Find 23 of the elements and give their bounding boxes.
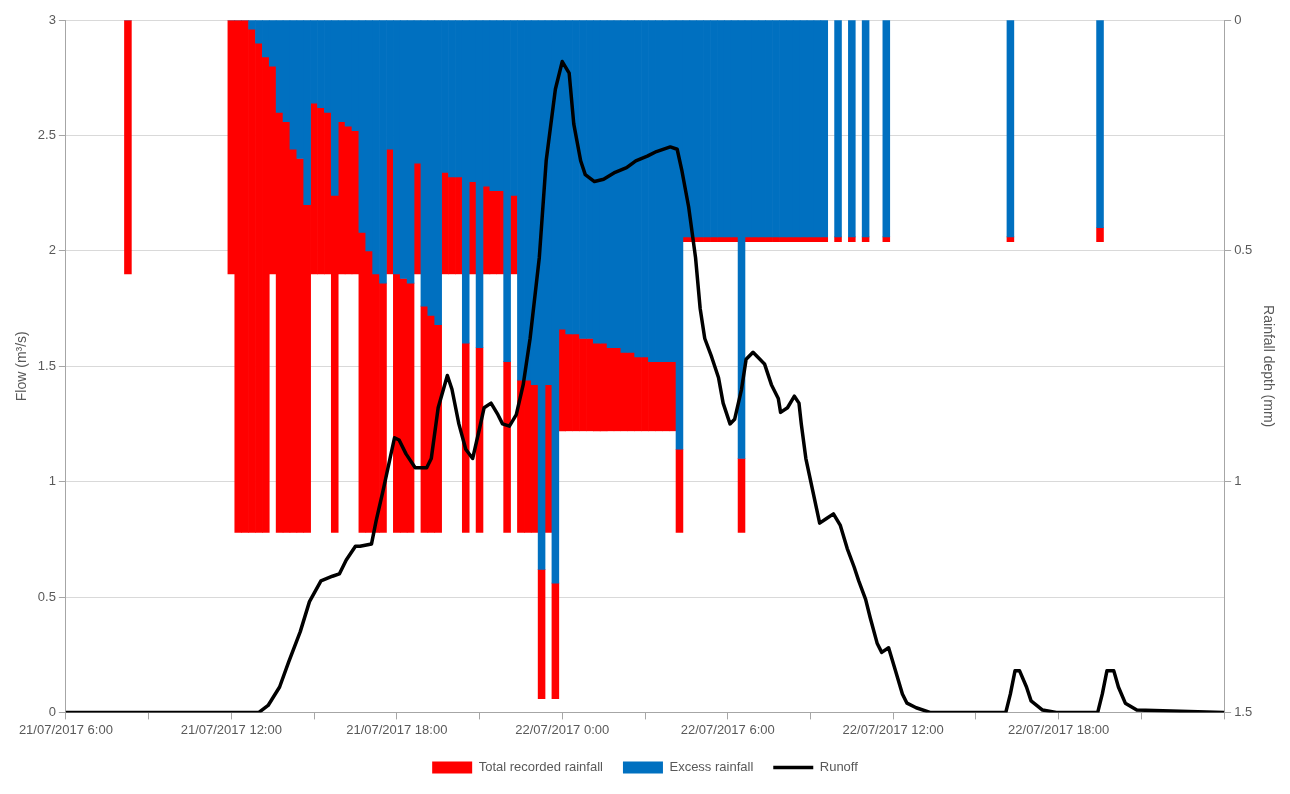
x-tick-label: 22/07/2017 18:00 (1008, 721, 1110, 737)
x-tick-label: 21/07/2017 12:00 (180, 721, 282, 737)
y-tick-label: 0 (48, 703, 56, 719)
x-tick-label: 22/07/2017 12:00 (842, 721, 944, 737)
x-tick-label: 21/07/2017 18:00 (346, 721, 448, 737)
y-tick-label: 2 (48, 242, 56, 258)
y-tick-label: 1 (48, 473, 56, 489)
legend-label: Runoff (819, 759, 859, 775)
x-tick-label: 22/07/2017 0:00 (515, 721, 610, 737)
y2-axis-title: Rainfall depth (mm) (1260, 305, 1277, 428)
legend-label: Total recorded rainfall (478, 759, 604, 775)
y2-tick-label: 1.5 (1234, 703, 1253, 719)
y2-tick-label: 0.5 (1234, 242, 1253, 258)
legend-label: Excess rainfall (669, 759, 754, 775)
y-tick-label: 1.5 (37, 357, 56, 373)
y-tick-label: 2.5 (37, 126, 56, 142)
y2-tick-label: 1 (1234, 473, 1242, 489)
x-tick-label: 22/07/2017 6:00 (680, 721, 775, 737)
y-tick-label: 3 (48, 11, 56, 27)
y-axis-title: Flow (m³/s) (13, 331, 30, 402)
x-tick-label: 21/07/2017 6:00 (18, 721, 113, 737)
y2-tick-label: 0 (1234, 11, 1242, 27)
y-tick-label: 0.5 (37, 588, 56, 604)
